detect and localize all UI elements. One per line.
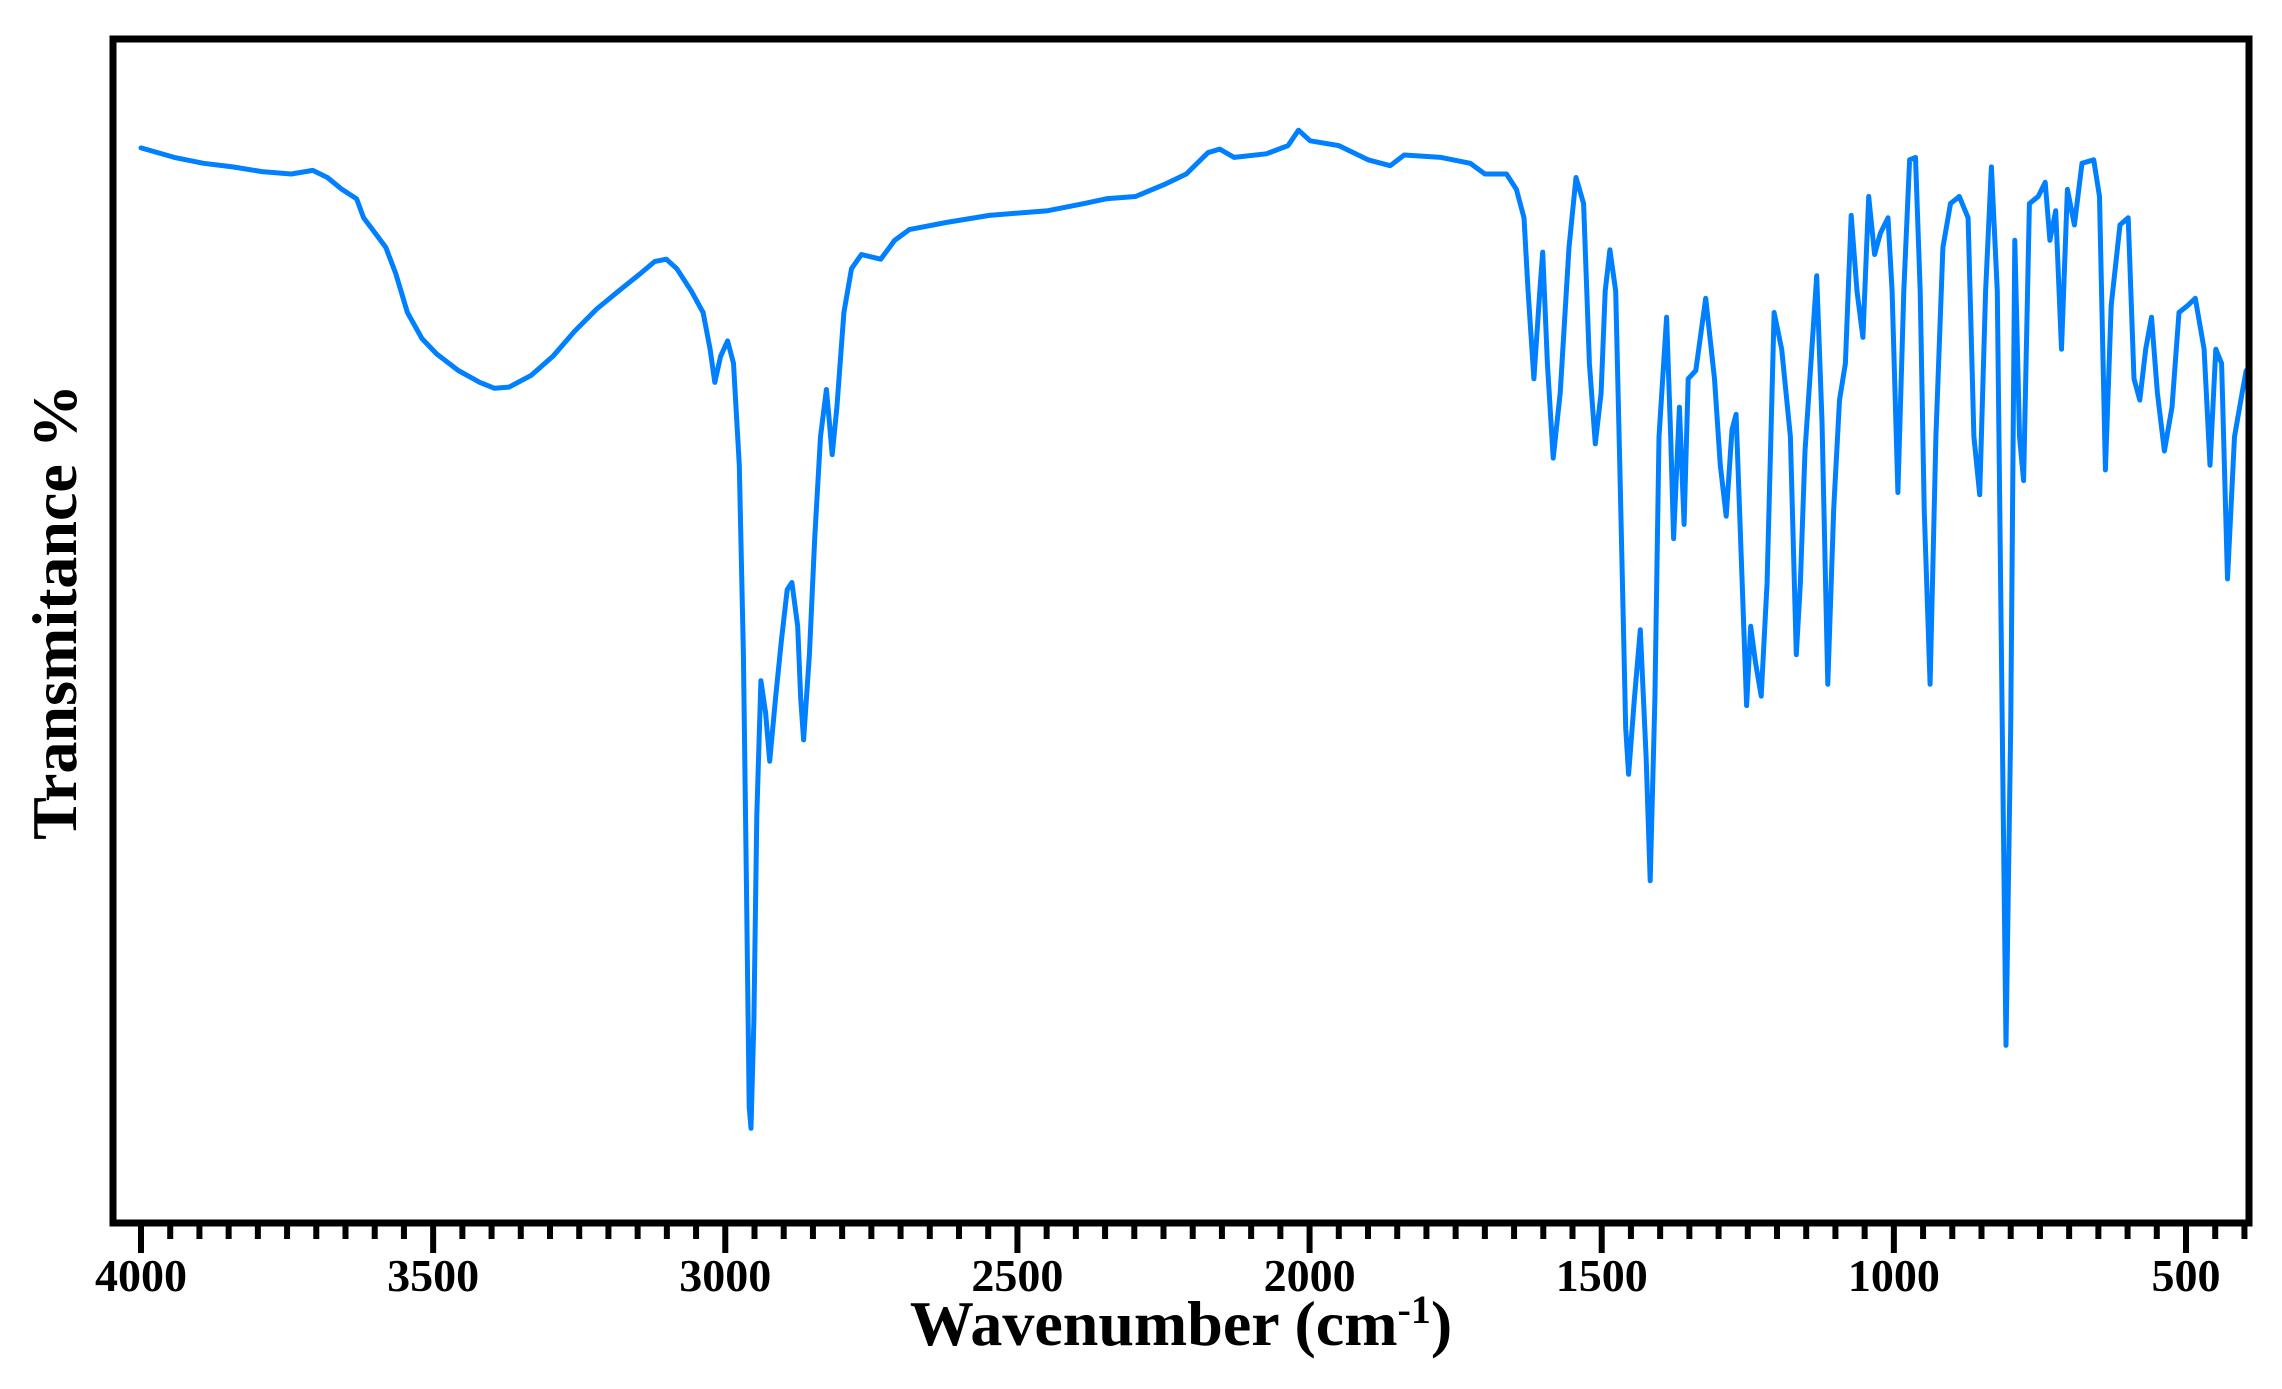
x-tick-label: 3000 <box>679 1250 771 1301</box>
x-axis-title: Wavenumber (cm-1) <box>910 1287 1452 1360</box>
y-axis-title: Transmitance % <box>19 384 90 840</box>
x-tick-label: 2500 <box>971 1250 1063 1301</box>
plot-frame <box>109 35 2253 1227</box>
x-tick-label: 2000 <box>1264 1250 1356 1301</box>
x-axis-title-main: Wavenumber (cm <box>910 1288 1398 1359</box>
x-tick-label: 1000 <box>1848 1250 1940 1301</box>
x-axis-tick-labels: 4000 3500 3000 2500 2000 1500 1000 500 <box>95 1250 2221 1301</box>
x-tick-label: 4000 <box>95 1250 187 1301</box>
x-axis-title-close: ) <box>1431 1288 1452 1359</box>
x-axis-ticks <box>138 1226 2248 1253</box>
x-axis-title-superscript: -1 <box>1398 1287 1431 1332</box>
x-tick-label: 3500 <box>387 1250 479 1301</box>
plot-area <box>109 35 2253 1227</box>
spectrum-line <box>138 127 2249 1131</box>
x-tick-label: 1500 <box>1556 1250 1648 1301</box>
x-tick-label: 500 <box>2152 1250 2221 1301</box>
